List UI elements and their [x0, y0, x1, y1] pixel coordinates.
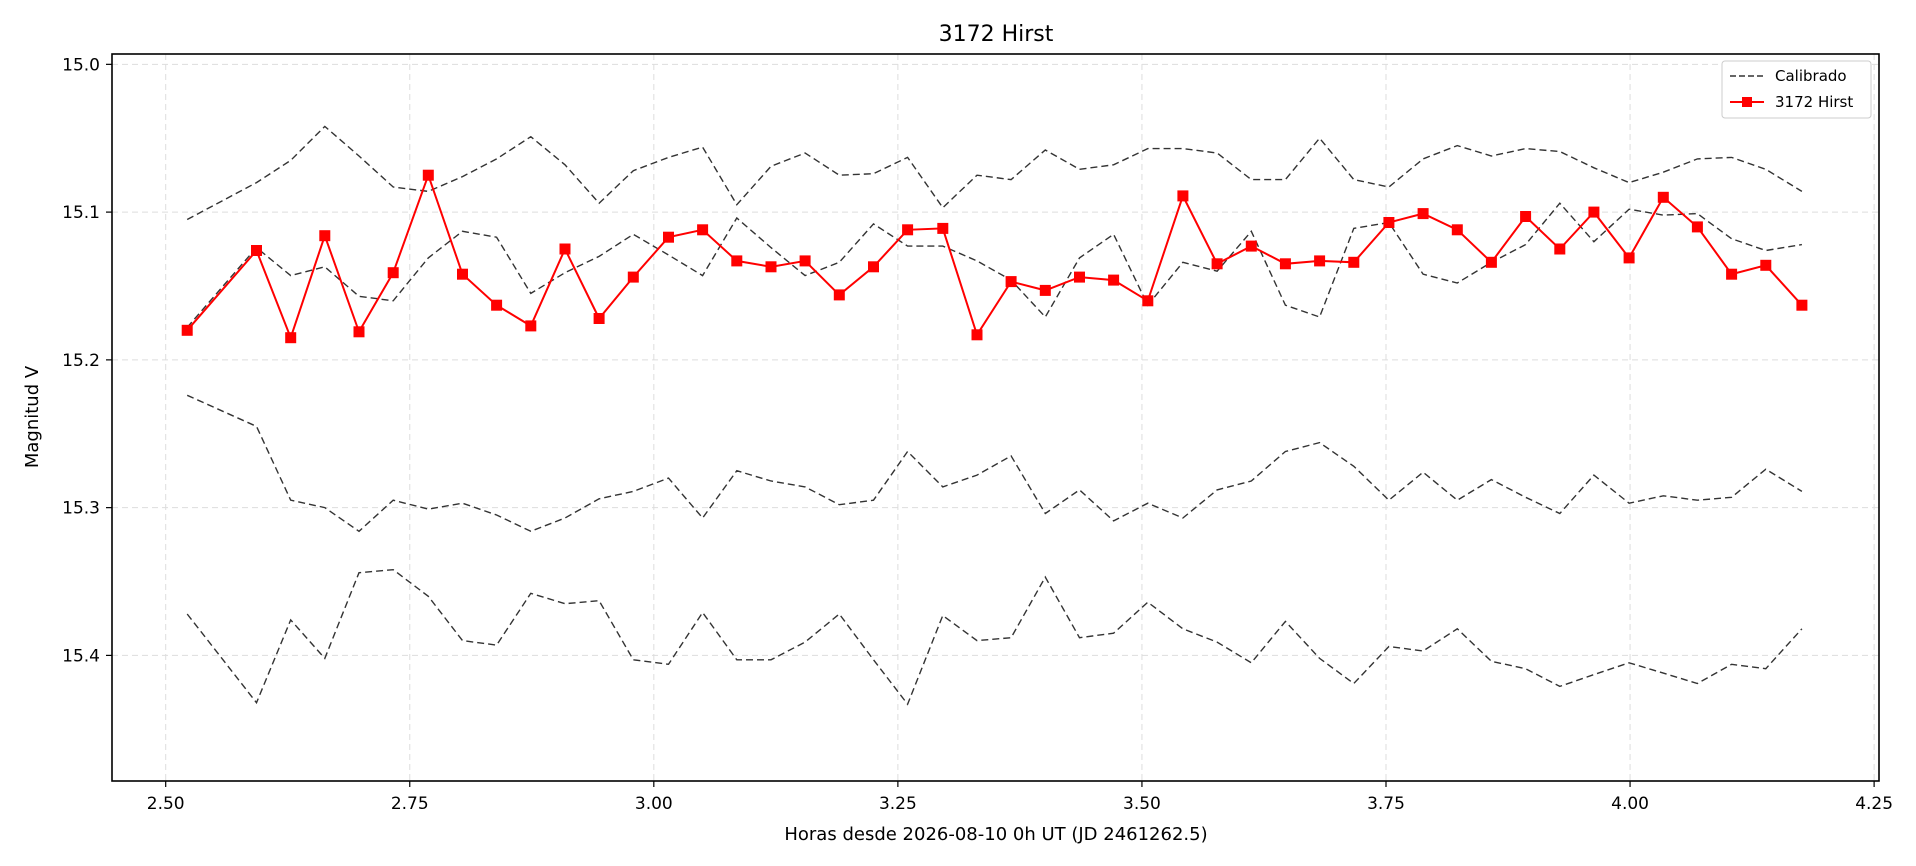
- data-point-3172-hirst: [1726, 268, 1738, 280]
- x-tick-label: 4.00: [1611, 794, 1649, 814]
- data-point-3172-hirst: [1520, 211, 1532, 222]
- data-point-3172-hirst: [1691, 221, 1703, 233]
- data-point-3172-hirst: [285, 332, 297, 344]
- data-point-3172-hirst: [1588, 206, 1600, 218]
- data-point-3172-hirst: [902, 224, 914, 236]
- data-point-3172-hirst: [1554, 243, 1566, 255]
- data-point-3172-hirst: [181, 324, 193, 336]
- legend-hirst-label: 3172 Hirst: [1775, 93, 1853, 111]
- data-point-3172-hirst: [1005, 276, 1017, 288]
- data-point-3172-hirst: [319, 230, 331, 242]
- data-point-3172-hirst: [1417, 208, 1429, 220]
- series-line-calibrado-1: [186, 125, 1803, 221]
- data-point-3172-hirst: [1245, 240, 1257, 252]
- data-point-3172-hirst: [1348, 256, 1360, 268]
- data-point-3172-hirst: [491, 299, 503, 311]
- data-point-3172-hirst: [422, 169, 434, 181]
- data-point-3172-hirst: [868, 261, 879, 273]
- data-point-3172-hirst: [1314, 255, 1326, 267]
- data-point-3172-hirst: [353, 326, 365, 338]
- legend: Calibrado 3172 Hirst: [1721, 60, 1872, 119]
- data-point-3172-hirst: [971, 329, 983, 341]
- series-line-calibrado-3: [186, 394, 1803, 533]
- data-point-3172-hirst: [799, 255, 811, 267]
- chart-title: 3172 Hirst: [939, 22, 1054, 47]
- x-tick-label: 3.75: [1367, 794, 1405, 814]
- x-tick-label: 3.00: [635, 794, 673, 814]
- data-point-3172-hirst: [1451, 224, 1463, 236]
- data-point-3172-hirst: [1760, 259, 1772, 271]
- data-point-3172-hirst: [457, 268, 468, 280]
- y-tick-label: 15.2: [62, 351, 100, 371]
- data-point-3172-hirst: [1623, 252, 1635, 264]
- data-point-3172-hirst: [1211, 258, 1223, 270]
- x-tick-label: 4.25: [1855, 794, 1893, 814]
- grid-lines: [112, 54, 1879, 781]
- data-point-3172-hirst: [731, 255, 743, 267]
- data-point-3172-hirst: [697, 224, 709, 236]
- y-tick-label: 15.0: [62, 55, 100, 75]
- plot-area-frame: [111, 53, 1880, 782]
- data-point-3172-hirst: [1142, 295, 1154, 307]
- data-point-3172-hirst: [1108, 274, 1120, 286]
- data-point-3172-hirst: [1485, 256, 1497, 268]
- x-tick-label: 3.25: [879, 794, 917, 814]
- y-tick-label: 15.1: [62, 203, 100, 223]
- data-point-3172-hirst: [1279, 258, 1291, 270]
- x-tick-label: 3.50: [1123, 794, 1161, 814]
- data-point-3172-hirst: [833, 289, 845, 301]
- y-tick-label: 15.3: [62, 499, 100, 519]
- legend-calibrado-label: Calibrado: [1775, 67, 1847, 85]
- data-point-3172-hirst: [559, 243, 571, 255]
- legend-hirst-marker: [1742, 97, 1752, 107]
- data-point-3172-hirst: [937, 222, 949, 234]
- x-tick-label: 2.75: [391, 794, 429, 814]
- data-point-3172-hirst: [251, 245, 262, 256]
- data-point-3172-hirst: [525, 320, 537, 332]
- data-point-3172-hirst: [765, 261, 777, 273]
- data-point-3172-hirst: [663, 231, 674, 243]
- data-point-3172-hirst: [1074, 271, 1085, 283]
- data-point-3172-hirst: [387, 267, 399, 279]
- axis-ticks: 2.50 2.75 3.00 3.25 3.50 3.75 4.00 4.25 15.0 15.1…: [62, 55, 1893, 814]
- data-point-3172-hirst: [1039, 284, 1051, 296]
- y-axis-label: Magnitud V: [22, 365, 43, 468]
- y-tick-label: 15.4: [62, 646, 100, 666]
- series-line-calibrado-4: [186, 568, 1803, 706]
- data-point-3172-hirst: [1796, 299, 1808, 311]
- x-tick-label: 2.50: [147, 794, 185, 814]
- series-group: [181, 125, 1808, 706]
- x-axis-label: Horas desde 2026-08-10 0h UT (JD 2461262…: [784, 824, 1207, 845]
- data-point-3172-hirst: [1383, 217, 1395, 228]
- data-point-3172-hirst: [1177, 190, 1189, 202]
- data-point-3172-hirst: [1657, 191, 1669, 203]
- data-point-3172-hirst: [627, 271, 639, 283]
- data-point-3172-hirst: [593, 313, 605, 324]
